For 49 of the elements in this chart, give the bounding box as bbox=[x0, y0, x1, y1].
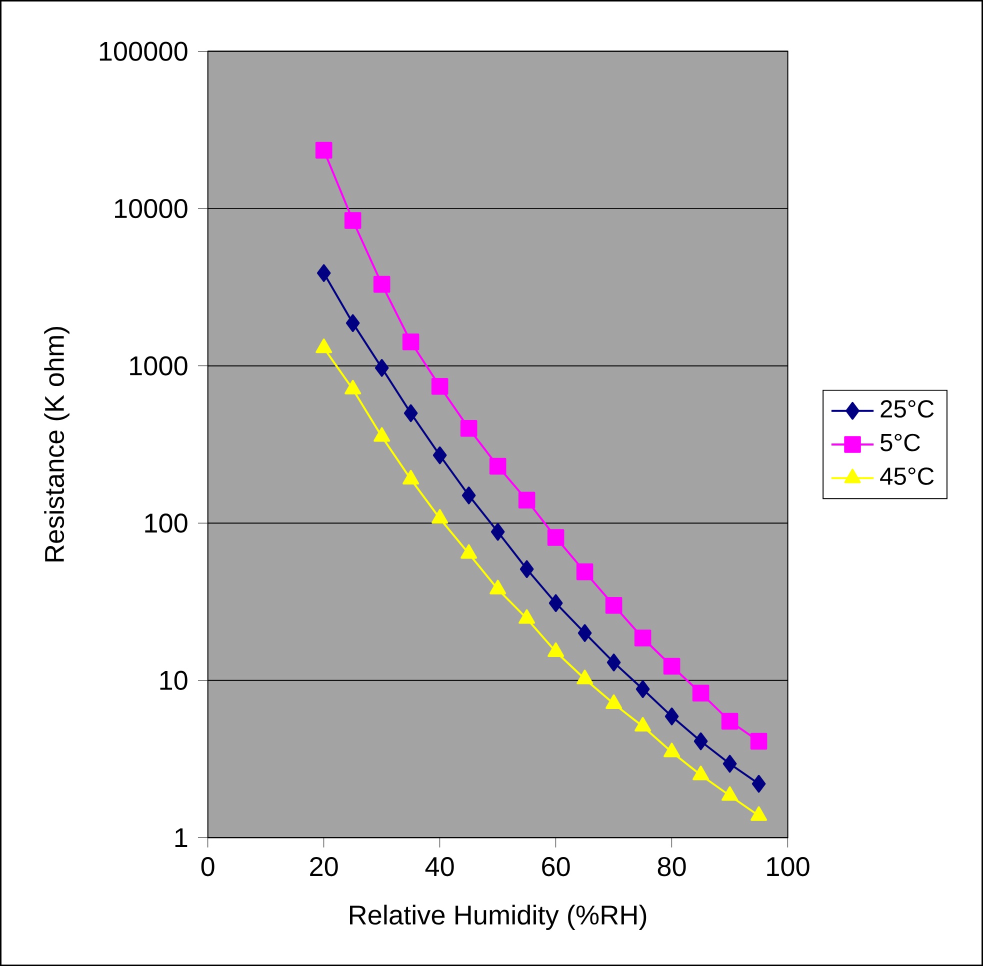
y-tick-label: 10 bbox=[160, 670, 188, 690]
legend-label: 25°C bbox=[880, 400, 934, 418]
point bbox=[576, 563, 594, 580]
x-tick-label: 60 bbox=[542, 856, 570, 876]
point bbox=[460, 420, 478, 437]
point bbox=[374, 358, 389, 377]
point bbox=[404, 404, 418, 422]
point bbox=[692, 684, 710, 702]
y-tick-label: 10000 bbox=[115, 198, 188, 218]
y-tick-label: 1000 bbox=[130, 356, 188, 376]
point bbox=[752, 774, 766, 793]
point bbox=[489, 458, 506, 475]
point bbox=[548, 594, 563, 612]
x-tick-label: 0 bbox=[201, 856, 214, 876]
point bbox=[721, 712, 738, 730]
y-axis-title: Resistance (K ohm) bbox=[44, 326, 70, 562]
point bbox=[518, 492, 536, 508]
point bbox=[462, 486, 476, 504]
x-tick-label: 100 bbox=[767, 856, 810, 876]
point bbox=[316, 264, 331, 282]
point bbox=[346, 314, 360, 332]
y-tick-label: 100 bbox=[145, 513, 188, 533]
point bbox=[431, 378, 448, 395]
point bbox=[578, 624, 592, 642]
y-tick-label: 1 bbox=[175, 828, 188, 847]
legend-label: 45°C bbox=[880, 467, 934, 485]
legend-label: 5°C bbox=[880, 434, 920, 452]
point bbox=[490, 522, 505, 541]
point bbox=[636, 680, 650, 698]
x-axis-title: Relative Humidity (%RH) bbox=[350, 904, 646, 930]
point bbox=[373, 276, 390, 293]
point bbox=[315, 142, 332, 159]
point bbox=[402, 333, 420, 350]
point bbox=[432, 446, 447, 464]
point bbox=[520, 560, 534, 578]
point bbox=[750, 732, 768, 750]
x-tick-label: 80 bbox=[658, 856, 686, 876]
point bbox=[606, 653, 621, 672]
point bbox=[605, 596, 622, 614]
x-tick-label: 40 bbox=[425, 856, 454, 876]
point bbox=[547, 529, 564, 546]
point bbox=[634, 630, 652, 646]
x-tick-label: 20 bbox=[310, 856, 338, 876]
point bbox=[722, 754, 737, 773]
point bbox=[344, 212, 362, 229]
y-tick-label: 100000 bbox=[100, 42, 188, 61]
point bbox=[663, 658, 680, 675]
point bbox=[664, 707, 679, 726]
point bbox=[694, 732, 708, 750]
